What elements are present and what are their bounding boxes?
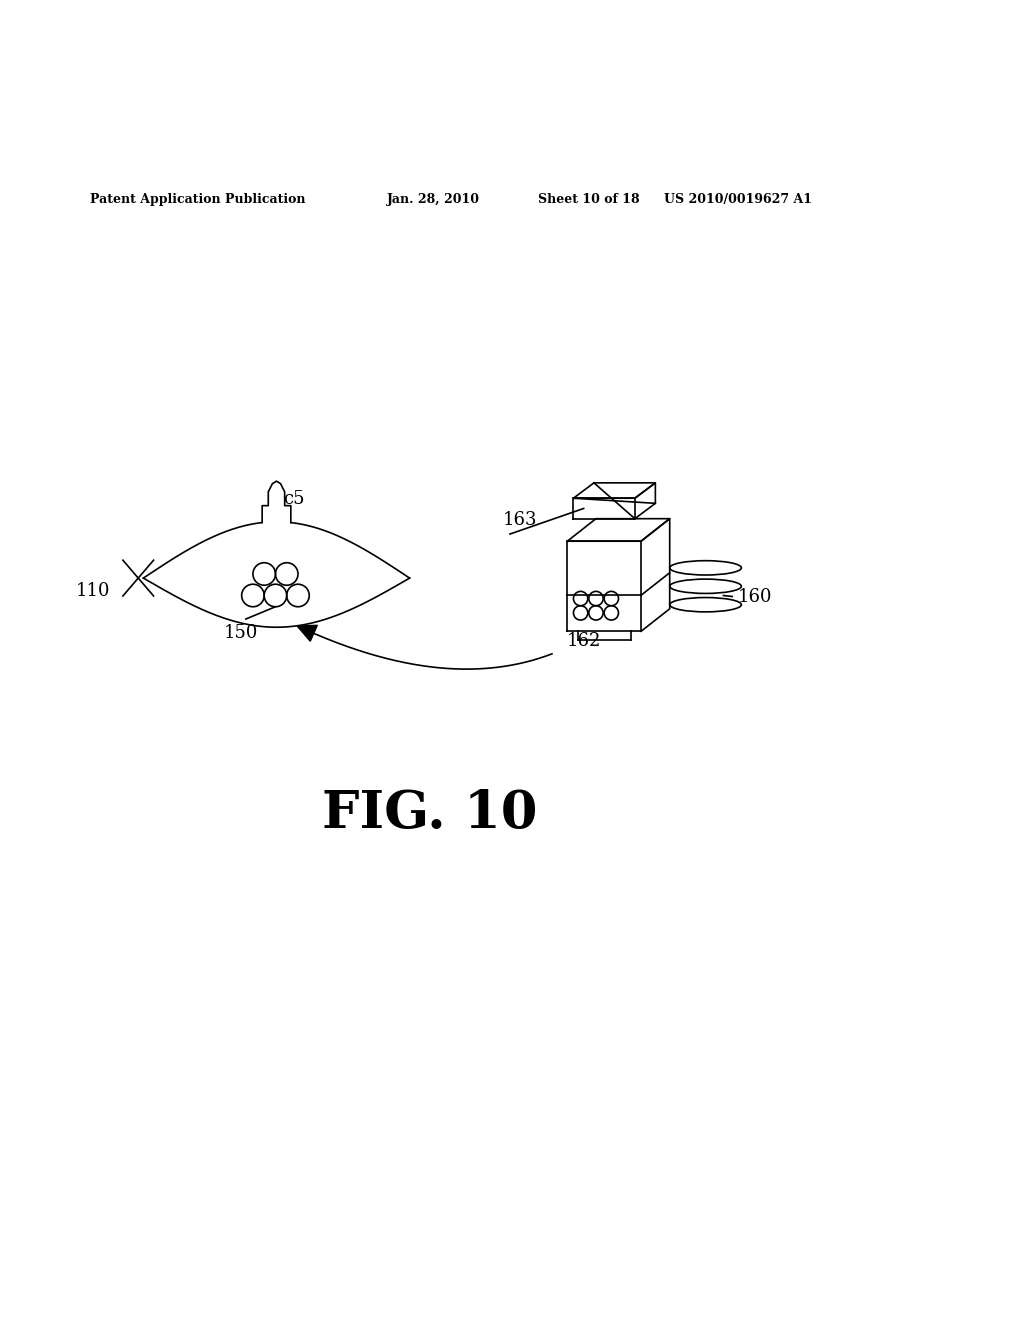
Text: 162: 162: [566, 632, 601, 651]
Text: c5: c5: [284, 491, 304, 508]
Text: Jan. 28, 2010: Jan. 28, 2010: [387, 193, 480, 206]
Text: 110: 110: [76, 582, 111, 601]
Text: US 2010/0019627 A1: US 2010/0019627 A1: [664, 193, 812, 206]
Text: FIG. 10: FIG. 10: [323, 788, 538, 840]
Polygon shape: [297, 626, 317, 642]
Text: 150: 150: [223, 624, 258, 642]
Text: 160: 160: [737, 587, 772, 606]
Text: Sheet 10 of 18: Sheet 10 of 18: [538, 193, 639, 206]
Text: 163: 163: [503, 511, 538, 529]
Text: Patent Application Publication: Patent Application Publication: [90, 193, 305, 206]
